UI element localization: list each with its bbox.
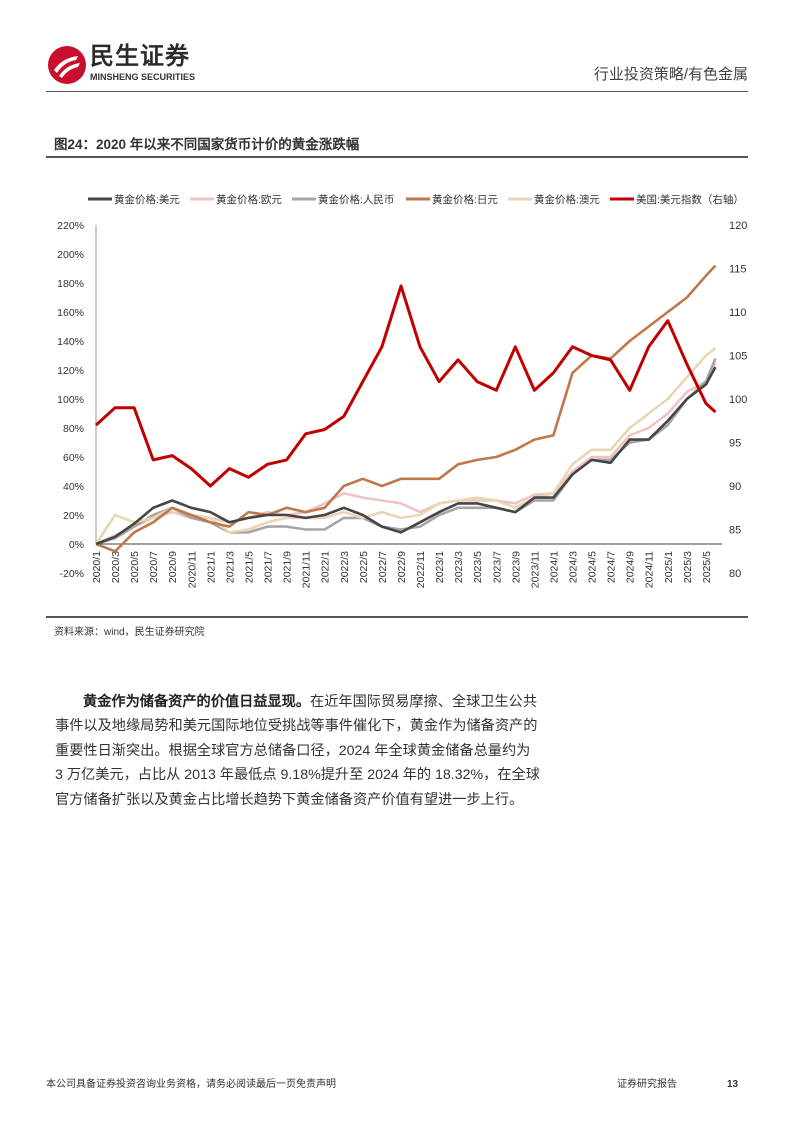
left-axis-tick-label: 80% — [63, 423, 84, 435]
figure-top-rule — [46, 156, 748, 158]
series-line — [94, 284, 717, 488]
series-line — [95, 264, 717, 553]
left-axis-tick-label: 60% — [63, 452, 84, 464]
x-axis-tick-label: 2023/11 — [529, 551, 541, 588]
x-axis-tick-label: 2022/11 — [415, 551, 427, 588]
right-axis-tick-label: 95 — [729, 438, 741, 450]
left-axis-tick-label: -20% — [59, 568, 84, 580]
x-axis-tick-label: 2023/5 — [472, 551, 484, 583]
x-axis-tick-label: 2022/1 — [320, 551, 332, 583]
x-axis-tick-label: 2022/3 — [339, 551, 351, 583]
paragraph-text: 在近年国际贸易摩擦、全球卫生公共事件以及地缘局势和美元国际地位受挑战等事件催化下… — [55, 694, 540, 808]
left-axis-tick-label: 180% — [57, 278, 84, 290]
chart: -20% 0% 20% 40% 60% 80% 100% 120% 140% 160% 180% 20… — [57, 193, 747, 588]
right-axis-tick-label: 85 — [729, 525, 741, 537]
logo-subtext: MINSHENG SECURITIES — [90, 72, 196, 82]
x-axis-tick-label: 2021/3 — [224, 551, 236, 583]
figure-source: 资料来源：wind，民生证券研究院 — [54, 627, 205, 638]
x-axis-tick-label: 2024/11 — [644, 551, 656, 588]
x-axis-tick-label: 2025/1 — [663, 551, 675, 583]
x-axis-tick-label: 2024/1 — [548, 551, 560, 583]
legend-label: 黄金价格:人民币 — [318, 193, 394, 206]
x-axis-tick-label: 2024/5 — [587, 551, 599, 583]
x-axis-tick-label: 2023/9 — [510, 551, 522, 583]
right-axis-tick-label: 90 — [729, 481, 741, 493]
logo — [48, 46, 86, 84]
right-axis-tick-label: 120 — [729, 220, 747, 232]
x-axis-tick-label: 2021/7 — [263, 551, 275, 583]
header-divider — [46, 91, 748, 92]
logo-icon — [48, 46, 86, 84]
x-axis-tick-label: 2020/1 — [91, 551, 103, 583]
figure-bottom-rule — [46, 616, 748, 618]
x-axis-tick-label: 2021/9 — [282, 551, 294, 583]
x-axis-tick-label: 2024/7 — [606, 551, 618, 583]
x-axis-tick-label: 2022/9 — [396, 551, 408, 583]
x-axis-tick-label: 2023/3 — [453, 551, 465, 583]
left-axis-tick-label: 200% — [57, 249, 84, 261]
left-axis-tick-label: 140% — [57, 336, 84, 348]
x-axis-tick-label: 2021/1 — [205, 551, 217, 583]
x-axis-tick-label: 2022/7 — [377, 551, 389, 583]
x-axis-tick-label: 2020/7 — [148, 551, 160, 583]
legend-label: 美国:美元指数（右轴） — [636, 193, 744, 206]
x-axis-tick-label: 2022/5 — [358, 551, 370, 583]
x-axis-tick-label: 2020/11 — [186, 551, 198, 588]
x-axis-tick-label: 2024/3 — [568, 551, 580, 583]
legend-label: 黄金价格:日元 — [432, 193, 498, 206]
logo-text: 民生证券 — [90, 43, 190, 70]
x-axis-tick-label: 2023/1 — [434, 551, 446, 583]
x-axis-tick-label: 2020/5 — [129, 551, 141, 583]
right-axis-tick-label: 100 — [729, 394, 747, 406]
figure-title: 图24：2020 年以来不同国家货币计价的黄金涨跌幅 — [54, 137, 360, 152]
left-axis-tick-label: 100% — [57, 394, 84, 406]
right-axis-tick-label: 80 — [729, 568, 741, 580]
x-axis-tick-label: 2021/11 — [301, 551, 313, 588]
series-line — [95, 366, 717, 546]
left-axis-tick-label: 160% — [57, 307, 84, 319]
x-axis-tick-label: 2024/9 — [625, 551, 637, 583]
right-axis-tick-label: 110 — [729, 307, 747, 319]
legend-label: 黄金价格:澳元 — [534, 193, 600, 206]
left-axis-tick-label: 20% — [63, 510, 84, 522]
footer-report-type: 证券研究报告 — [617, 1079, 677, 1090]
x-axis-tick-label: 2025/5 — [701, 551, 713, 583]
left-axis-tick-label: 220% — [57, 220, 84, 232]
right-axis-tick-label: 105 — [729, 351, 747, 363]
left-axis-tick-label: 120% — [57, 365, 84, 377]
right-axis-tick-label: 115 — [729, 264, 747, 276]
paragraph-lead: 黄金作为储备资产的价值日益显现。 — [83, 694, 311, 710]
body-paragraph: 黄金作为储备资产的价值日益显现。在近年国际贸易摩擦、全球卫生公共事件以及地缘局势… — [55, 690, 540, 812]
x-axis-tick-label: 2021/5 — [243, 551, 255, 583]
x-axis-tick-label: 2025/3 — [682, 551, 694, 583]
left-axis-tick-label: 0% — [69, 539, 84, 551]
section-label: 行业投资策略/有色金属 — [593, 66, 748, 83]
left-axis-tick-label: 40% — [63, 481, 84, 493]
page-number: 13 — [727, 1079, 739, 1090]
series-line — [94, 347, 717, 545]
x-axis-tick-label: 2020/3 — [110, 551, 122, 583]
x-axis-tick-label: 2023/7 — [491, 551, 503, 583]
x-axis-tick-label: 2020/9 — [167, 551, 179, 583]
legend-label: 黄金价格:欧元 — [216, 193, 282, 206]
legend-label: 黄金价格:美元 — [114, 193, 180, 206]
footer-disclaimer: 本公司具备证券投资咨询业务资格，请务必阅读最后一页免责声明 — [46, 1079, 336, 1090]
